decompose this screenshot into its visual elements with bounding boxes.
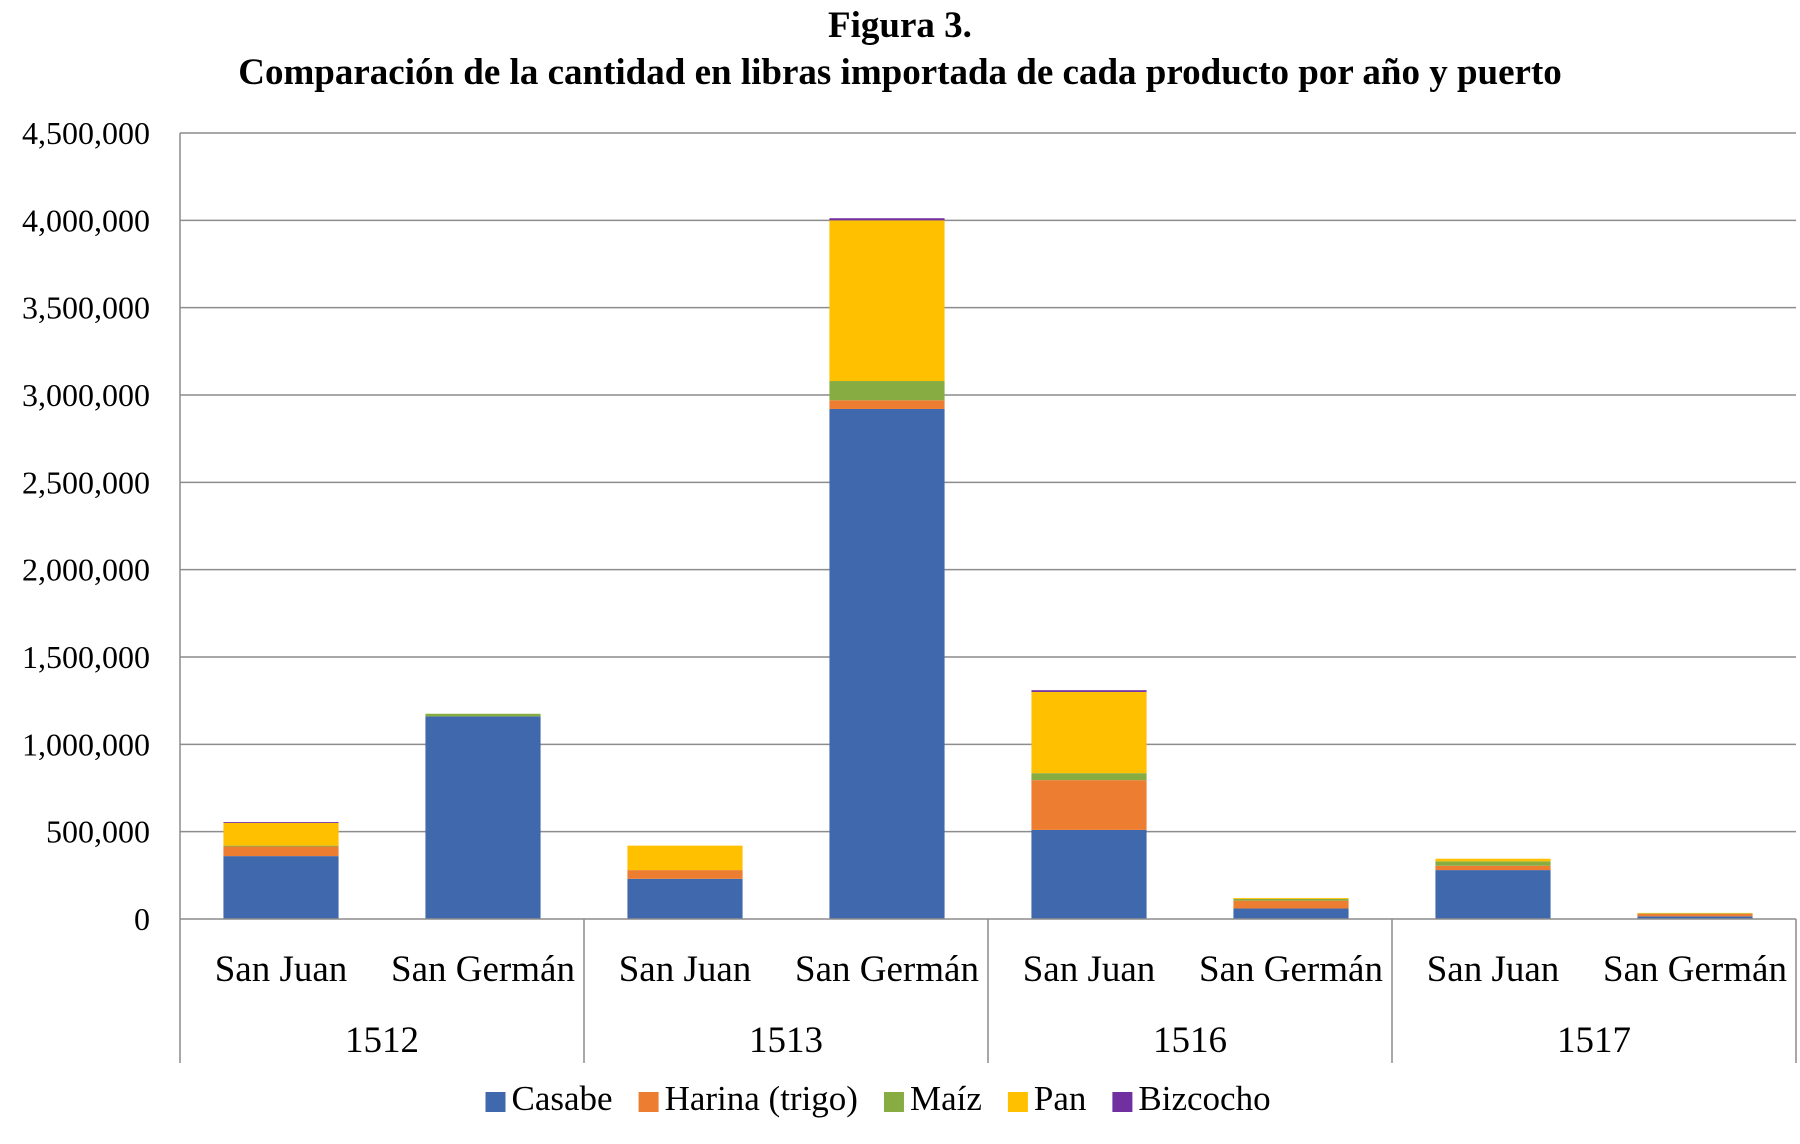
bar-segment-harina-trigo [627, 870, 743, 879]
legend-swatch [1112, 1092, 1133, 1112]
bar-segment-ma-z [1233, 898, 1349, 901]
x-tick-label: San Germán [1199, 949, 1383, 990]
y-tick-label: 1,500,000 [22, 639, 150, 675]
bar-segment-casabe [1031, 829, 1147, 919]
legend-label: Casabe [512, 1079, 613, 1118]
legend-label: Maíz [910, 1079, 982, 1118]
y-tick-label: 3,000,000 [22, 377, 150, 413]
chart-title: Figura 3. [828, 5, 972, 46]
bars [223, 218, 1753, 919]
x-axis [179, 133, 1797, 1063]
bar-segment-casabe [627, 878, 743, 919]
y-tick-label: 2,000,000 [22, 552, 150, 588]
y-tick-label: 0 [134, 901, 150, 937]
y-tick-label: 4,500,000 [22, 115, 150, 151]
bar-segment-ma-z [1637, 913, 1753, 914]
bar-segment-casabe [1637, 916, 1753, 919]
bar-segment-pan [1031, 691, 1147, 774]
x-group-label: 1517 [1557, 1020, 1631, 1061]
y-tick-label: 500,000 [46, 814, 150, 850]
x-tick-label: San Juan [1427, 949, 1560, 990]
legend-swatch [1007, 1092, 1028, 1112]
bar-segment-harina-trigo [1435, 865, 1551, 871]
x-tick-label: San Germán [795, 949, 979, 990]
legend-swatch [883, 1092, 904, 1112]
bar-segment-ma-z [829, 381, 945, 401]
bar-segment-casabe [223, 856, 339, 919]
legend: Casabe Harina (trigo) Maíz Pan Bizcocho [485, 1079, 1271, 1118]
x-tick-label: San Juan [215, 949, 348, 990]
bar-segment-harina-trigo [223, 846, 339, 857]
legend-item: Bizcocho [1112, 1079, 1271, 1118]
legend-item: Casabe [485, 1079, 613, 1118]
legend-item: Maíz [883, 1079, 982, 1118]
bar-segment-casabe [1435, 870, 1551, 919]
bar-segment-casabe [1233, 908, 1349, 919]
x-tick-label: San Juan [619, 949, 752, 990]
legend-label: Harina (trigo) [665, 1079, 858, 1118]
y-tick-label: 4,000,000 [22, 202, 150, 238]
x-group-label: 1516 [1153, 1020, 1227, 1061]
bar-segment-harina-trigo [1637, 913, 1753, 917]
bar-segment-bizcocho [223, 822, 339, 823]
bar-segment-pan [627, 845, 743, 871]
legend-item: Harina (trigo) [638, 1079, 858, 1118]
bar-segment-pan [1637, 912, 1753, 914]
x-tick-label: San Germán [1603, 949, 1787, 990]
legend-label: Bizcocho [1138, 1079, 1270, 1118]
bar-segment-ma-z [223, 845, 339, 847]
gridlines [180, 132, 1796, 833]
bar-segment-harina-trigo [829, 400, 945, 409]
bar-segment-bizcocho [829, 218, 945, 221]
legend-swatch [485, 1092, 506, 1112]
y-tick-label: 1,000,000 [22, 726, 150, 762]
bar-segment-harina-trigo [1233, 900, 1349, 909]
x-group-label: 1512 [345, 1020, 419, 1061]
bar-segment-ma-z [1031, 773, 1147, 781]
x-group-label: 1513 [749, 1020, 823, 1061]
bar-segment-bizcocho [1031, 690, 1147, 692]
bar-segment-pan [1233, 898, 1349, 899]
bar-segment-pan [1435, 858, 1551, 862]
chart-title-block: Figura 3. Comparación de la cantidad en … [0, 2, 1800, 96]
legend-swatch [638, 1092, 659, 1112]
bar-segment-casabe [425, 716, 541, 919]
y-tick-labels: 0 500,000 1,000,000 1,500,000 2,000,000 2,500… [22, 115, 150, 937]
x-group-labels: 1512 1513 1516 1517 [345, 1020, 1631, 1061]
legend-label: Pan [1034, 1079, 1087, 1118]
x-tick-label: San Juan [1023, 949, 1156, 990]
bar-segment-ma-z [425, 713, 541, 717]
chart-subtitle: Comparación de la cantidad en libras imp… [238, 52, 1562, 93]
y-tick-label: 3,500,000 [22, 290, 150, 326]
bar-segment-casabe [829, 408, 945, 919]
x-category-labels: San Juan San Germán San Juan San Germán San … [215, 949, 1787, 990]
x-tick-label: San Germán [391, 949, 575, 990]
legend-item: Pan [1007, 1079, 1087, 1118]
y-tick-label: 2,500,000 [22, 464, 150, 500]
bar-segment-pan [223, 822, 339, 846]
bar-segment-pan [829, 220, 945, 382]
bar-segment-harina-trigo [1031, 780, 1147, 830]
bar-segment-ma-z [1435, 861, 1551, 866]
